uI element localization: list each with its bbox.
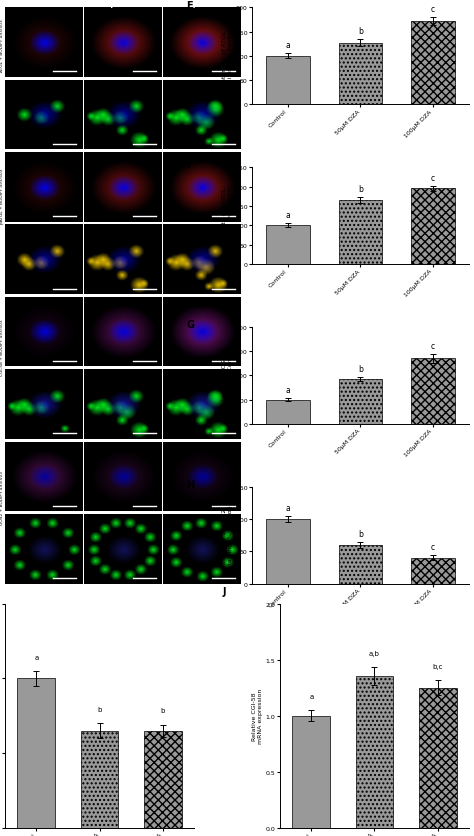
Bar	[339, 380, 382, 424]
Text: b: b	[97, 706, 102, 712]
Bar	[411, 359, 455, 424]
Text: b,c: b,c	[432, 663, 443, 669]
Y-axis label: Intensity of CGI-58
staining (% Control): Intensity of CGI-58 staining (% Control)	[222, 344, 233, 407]
Y-axis label: Intensity of GOS2
staining (% Control): Intensity of GOS2 staining (% Control)	[222, 504, 233, 567]
Text: a: a	[286, 212, 291, 220]
Bar	[292, 716, 330, 828]
Bar	[81, 731, 118, 828]
Bar	[144, 731, 182, 828]
Bar	[339, 545, 382, 584]
Text: G: G	[186, 320, 194, 329]
Y-axis label: Intensity of pATGL
staining (% Control): Intensity of pATGL staining (% Control)	[222, 185, 233, 247]
Text: c: c	[431, 341, 435, 350]
Text: a,b: a,b	[369, 650, 380, 656]
Text: H: H	[186, 479, 195, 489]
Bar	[339, 43, 382, 105]
Text: b: b	[161, 707, 165, 713]
Text: J: J	[223, 586, 226, 596]
Bar	[419, 688, 456, 828]
Text: c: c	[431, 174, 435, 182]
Bar	[356, 676, 393, 828]
Bar	[411, 22, 455, 105]
Bar	[266, 57, 310, 105]
Bar	[266, 226, 310, 265]
Text: b: b	[358, 364, 363, 373]
Bar	[18, 679, 55, 828]
Text: b: b	[358, 529, 363, 538]
Y-axis label: Intensity of ATGL
staining (% Control): Intensity of ATGL staining (% Control)	[222, 25, 233, 88]
Bar	[266, 400, 310, 424]
Text: b: b	[358, 185, 363, 194]
Text: F: F	[186, 161, 193, 171]
Text: c: c	[431, 5, 435, 14]
Y-axis label: Relative CGI-58
mRNA expression: Relative CGI-58 mRNA expression	[252, 688, 263, 743]
Text: a: a	[309, 693, 313, 699]
Text: pATGL + BODIPY 493/503: pATGL + BODIPY 493/503	[0, 169, 4, 224]
Text: a: a	[34, 654, 38, 660]
Text: E: E	[186, 1, 193, 11]
Bar	[411, 189, 455, 265]
Text: a: a	[286, 42, 291, 50]
Text: a: a	[286, 386, 291, 395]
Title: Control: Control	[27, 0, 59, 8]
Bar	[266, 519, 310, 584]
Title: 50μM DZA: 50μM DZA	[100, 0, 145, 8]
Title: 100μM DZA: 100μM DZA	[177, 0, 227, 8]
Text: c: c	[431, 543, 435, 552]
Text: ATGL + BODIPY 493/503: ATGL + BODIPY 493/503	[0, 19, 4, 73]
Text: b: b	[358, 28, 363, 37]
Bar	[339, 201, 382, 265]
Text: GOS2 + BODIPY 493/503: GOS2 + BODIPY 493/503	[0, 471, 4, 524]
Text: CGI-58 + BODIPY 493/503: CGI-58 + BODIPY 493/503	[0, 319, 4, 375]
Text: a: a	[286, 503, 291, 512]
Bar	[411, 558, 455, 584]
